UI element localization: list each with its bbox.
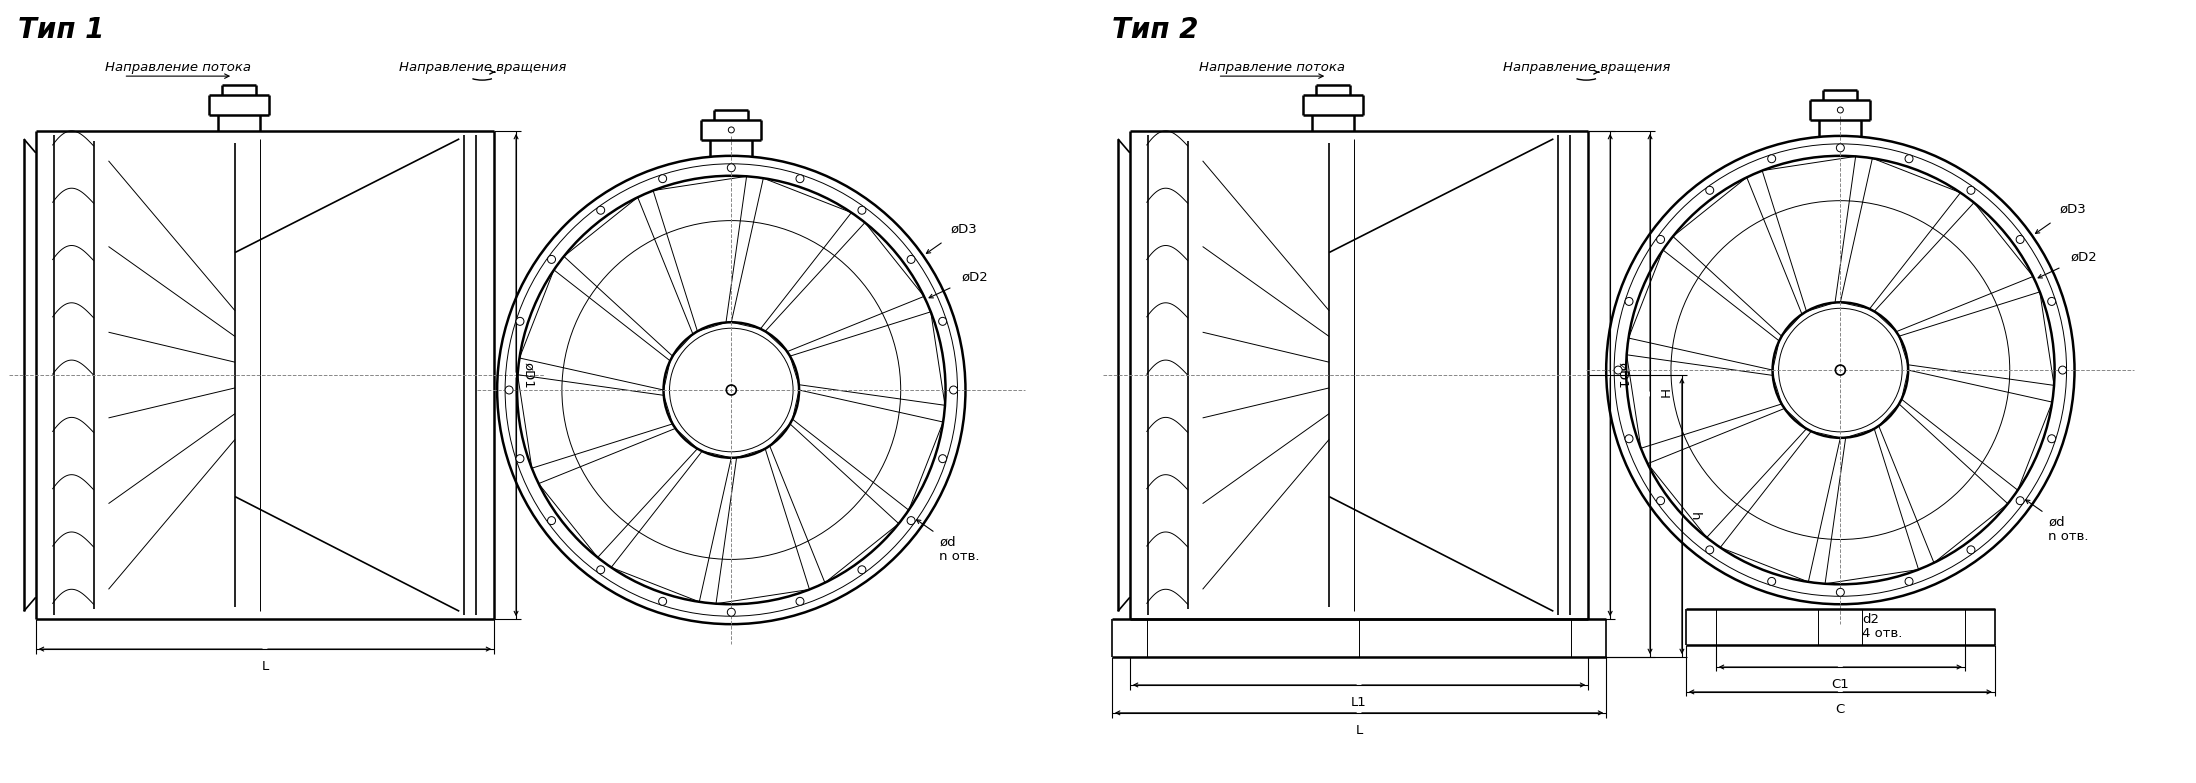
Text: d2: d2 xyxy=(1862,612,1880,626)
Circle shape xyxy=(2047,298,2055,305)
Text: Тип 2: Тип 2 xyxy=(1111,16,1199,45)
Circle shape xyxy=(547,255,556,263)
Text: n отв.: n отв. xyxy=(2049,530,2088,543)
Text: L: L xyxy=(1355,723,1364,737)
Circle shape xyxy=(795,175,804,182)
Circle shape xyxy=(1836,144,1845,152)
Circle shape xyxy=(1706,546,1713,554)
Circle shape xyxy=(516,317,525,325)
Circle shape xyxy=(938,455,946,463)
Text: Тип 1: Тип 1 xyxy=(18,16,103,45)
Circle shape xyxy=(1968,546,1974,554)
Circle shape xyxy=(907,517,916,525)
Text: øD2: øD2 xyxy=(962,270,988,283)
Circle shape xyxy=(1768,577,1777,586)
Text: ød: ød xyxy=(940,536,955,549)
Text: øD1: øD1 xyxy=(1616,362,1629,388)
Circle shape xyxy=(727,608,736,616)
Circle shape xyxy=(547,517,556,525)
Circle shape xyxy=(597,566,604,574)
Circle shape xyxy=(1625,435,1634,442)
Text: ød: ød xyxy=(2049,516,2064,529)
Text: L: L xyxy=(261,660,268,673)
Circle shape xyxy=(2058,366,2066,374)
Text: øD2: øD2 xyxy=(2071,251,2097,264)
Text: n отв.: n отв. xyxy=(940,550,979,563)
Circle shape xyxy=(659,597,668,605)
Text: C: C xyxy=(1836,703,1845,716)
Text: øD1: øD1 xyxy=(523,362,536,388)
Text: Направление вращения: Направление вращения xyxy=(1502,61,1669,74)
Circle shape xyxy=(1656,496,1665,505)
Text: h: h xyxy=(1689,512,1702,521)
Circle shape xyxy=(1706,186,1713,194)
Circle shape xyxy=(949,386,957,394)
Circle shape xyxy=(795,597,804,605)
Text: øD3: øD3 xyxy=(951,222,977,236)
Circle shape xyxy=(859,206,865,215)
Text: C1: C1 xyxy=(1831,678,1849,691)
Circle shape xyxy=(1906,155,1913,163)
Circle shape xyxy=(1625,298,1634,305)
Circle shape xyxy=(516,455,525,463)
Text: Направление вращения: Направление вращения xyxy=(397,61,567,74)
Circle shape xyxy=(2047,435,2055,442)
Text: 4 отв.: 4 отв. xyxy=(1862,626,1902,640)
Text: Направление потока: Направление потока xyxy=(105,61,250,74)
Circle shape xyxy=(1656,236,1665,244)
Text: L1: L1 xyxy=(1351,696,1366,709)
Text: H: H xyxy=(1656,389,1669,399)
Text: øD3: øD3 xyxy=(2060,203,2086,215)
Text: Направление потока: Направление потока xyxy=(1199,61,1346,74)
Circle shape xyxy=(1768,155,1777,163)
Circle shape xyxy=(659,175,668,182)
Circle shape xyxy=(1968,186,1974,194)
Circle shape xyxy=(1906,577,1913,586)
Circle shape xyxy=(597,206,604,215)
Circle shape xyxy=(1614,366,1623,374)
Circle shape xyxy=(2016,236,2025,244)
Circle shape xyxy=(505,386,514,394)
Circle shape xyxy=(2016,496,2025,505)
Circle shape xyxy=(859,566,865,574)
Circle shape xyxy=(907,255,916,263)
Circle shape xyxy=(727,164,736,171)
Circle shape xyxy=(938,317,946,325)
Circle shape xyxy=(1836,588,1845,597)
